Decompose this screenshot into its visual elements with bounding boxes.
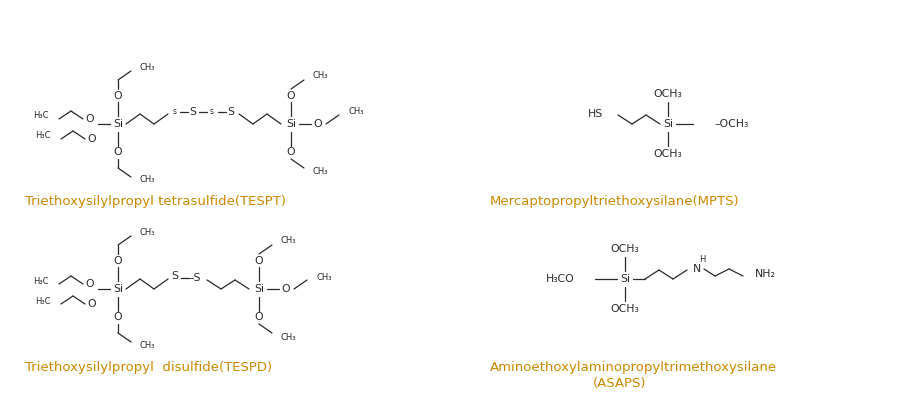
Text: O: O	[114, 147, 122, 157]
Text: N: N	[692, 264, 701, 274]
Text: Si: Si	[662, 119, 672, 129]
Text: CH₃: CH₃	[140, 63, 155, 72]
Text: CH₃: CH₃	[312, 72, 328, 81]
Text: Aminoethoxylaminopropyltrimethoxysilane: Aminoethoxylaminopropyltrimethoxysilane	[489, 360, 777, 373]
Text: O: O	[286, 91, 295, 101]
Text: CH₃: CH₃	[140, 175, 155, 184]
Text: OCH₃: OCH₃	[653, 89, 682, 99]
Text: O: O	[114, 312, 122, 322]
Text: O: O	[114, 91, 122, 101]
Text: CH₃: CH₃	[281, 236, 296, 245]
Text: O: O	[313, 119, 322, 129]
Text: CH₃: CH₃	[140, 229, 155, 238]
Text: O: O	[114, 256, 122, 266]
Text: H₃C: H₃C	[35, 297, 51, 306]
Text: S: S	[228, 107, 234, 117]
Text: OCH₃: OCH₃	[653, 149, 682, 159]
Text: –OCH₃: –OCH₃	[713, 119, 748, 129]
Text: H₃C: H₃C	[33, 112, 49, 121]
Text: –S: –S	[189, 273, 201, 283]
Text: OCH₃: OCH₃	[610, 244, 638, 254]
Text: CH₃: CH₃	[349, 108, 364, 117]
Text: O: O	[255, 256, 263, 266]
Text: OCH₃: OCH₃	[610, 304, 638, 314]
Text: Si: Si	[619, 274, 629, 284]
Text: H₃CO: H₃CO	[545, 274, 574, 284]
Text: O: O	[286, 147, 295, 157]
Text: Triethoxysilylpropyl tetrasulfide(TESPT): Triethoxysilylpropyl tetrasulfide(TESPT)	[25, 196, 285, 209]
Text: CH₃: CH₃	[317, 272, 332, 281]
Text: H₃C: H₃C	[33, 276, 49, 285]
Text: O: O	[282, 284, 290, 294]
Text: O: O	[86, 114, 94, 124]
Text: (ASAPS): (ASAPS)	[592, 378, 646, 391]
Text: s: s	[172, 106, 177, 115]
Text: HS: HS	[587, 109, 602, 119]
Text: CH₃: CH₃	[140, 341, 155, 350]
Text: O: O	[255, 312, 263, 322]
Text: O: O	[88, 299, 97, 309]
Text: Si: Si	[254, 284, 264, 294]
Text: CH₃: CH₃	[281, 333, 296, 342]
Text: H: H	[698, 254, 704, 263]
Text: NH₂: NH₂	[754, 269, 775, 279]
Text: H₃C: H₃C	[35, 132, 51, 141]
Text: Triethoxysilylpropyl  disulfide(TESPD): Triethoxysilylpropyl disulfide(TESPD)	[25, 360, 272, 373]
Text: S: S	[172, 271, 178, 281]
Text: S: S	[190, 107, 196, 117]
Text: O: O	[86, 279, 94, 289]
Text: O: O	[88, 134, 97, 144]
Text: Si: Si	[285, 119, 295, 129]
Text: Si: Si	[113, 119, 123, 129]
Text: CH₃: CH₃	[312, 168, 328, 177]
Text: Si: Si	[113, 284, 123, 294]
Text: Mercaptopropyltriethoxysilane(MPTS): Mercaptopropyltriethoxysilane(MPTS)	[489, 196, 739, 209]
Text: s: s	[209, 108, 214, 117]
